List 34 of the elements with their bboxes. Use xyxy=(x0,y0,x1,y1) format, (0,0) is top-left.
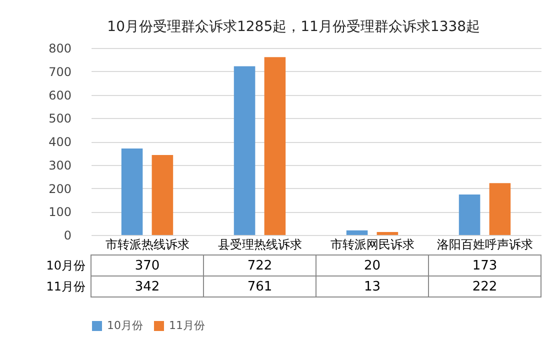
bar xyxy=(234,66,256,235)
bar xyxy=(152,155,174,235)
bar xyxy=(264,57,286,235)
data-label: 13 xyxy=(364,280,381,294)
x-tick-label: 县受理热线诉求 xyxy=(218,238,302,252)
y-tick-label: 700 xyxy=(48,64,72,79)
y-tick-label: 100 xyxy=(48,205,72,220)
data-label: 342 xyxy=(134,280,160,294)
bar xyxy=(121,148,143,235)
x-tick-label: 洛阳百姓呼声诉求 xyxy=(436,238,533,252)
x-tick-label: 市转派热线诉求 xyxy=(105,238,190,252)
y-tick-label: 800 xyxy=(48,42,72,56)
y-tick-label: 300 xyxy=(48,158,72,172)
data-label: 173 xyxy=(472,258,498,274)
y-tick-label: 200 xyxy=(48,182,72,196)
data-label: 761 xyxy=(247,280,272,294)
legend-label: 10月份 xyxy=(107,319,143,332)
data-label: 722 xyxy=(247,258,272,274)
data-label: 222 xyxy=(472,280,498,294)
data-label: 370 xyxy=(134,258,160,274)
bar xyxy=(346,230,368,235)
bar xyxy=(376,232,398,235)
bar xyxy=(458,194,480,235)
legend-label: 11月份 xyxy=(169,319,205,332)
data-label: 20 xyxy=(364,258,381,274)
y-tick-label: 0 xyxy=(64,228,72,242)
y-tick-label: 600 xyxy=(48,88,72,102)
text: 10月份 xyxy=(46,258,86,272)
y-tick-label: 400 xyxy=(48,135,72,149)
y-tick-label: 500 xyxy=(48,112,72,126)
text: 11月份 xyxy=(46,280,86,294)
chart-title: 10月份受理群众诉求1285起，11月份受理群众诉求1338起 xyxy=(107,19,480,35)
bar xyxy=(489,183,511,235)
x-tick-label: 市转派网民诉求 xyxy=(330,238,414,252)
